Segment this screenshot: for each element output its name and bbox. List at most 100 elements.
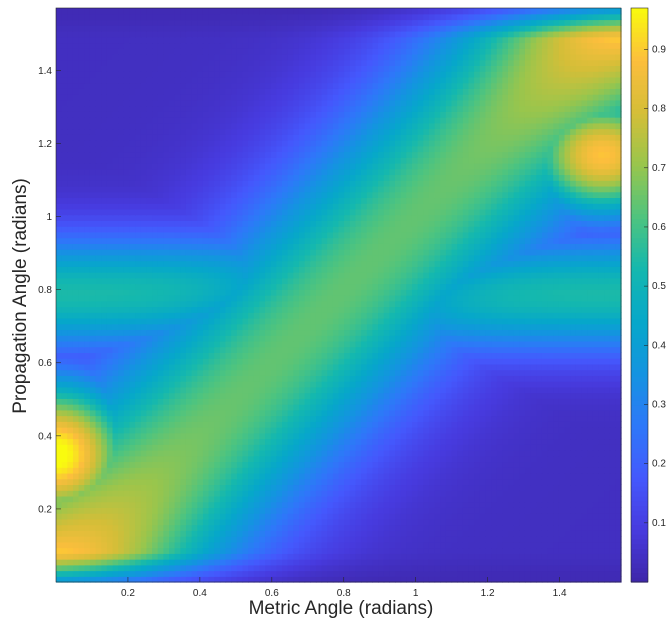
heatmap-cell (129, 472, 136, 480)
heatmap-cell (338, 300, 345, 308)
heatmap-cell (524, 427, 532, 434)
heatmap-cell (587, 530, 594, 537)
heatmap-cell (231, 323, 238, 331)
heatmap-cell (265, 472, 272, 480)
heatmap-cell (502, 507, 509, 514)
heatmap-cell (395, 564, 402, 572)
heatmap-cell (609, 432, 616, 440)
heatmap-cell (383, 472, 390, 480)
heatmap-cell (502, 461, 509, 468)
heatmap-cell (406, 541, 413, 549)
heatmap-cell (327, 490, 334, 497)
heatmap-cell (310, 346, 317, 353)
heatmap-cell (349, 518, 357, 526)
heatmap-cell (95, 427, 102, 434)
heatmap-cell (282, 541, 289, 549)
heatmap-cell (400, 398, 407, 405)
heatmap-cell (564, 352, 571, 359)
heatmap-cell (440, 375, 447, 382)
heatmap-cell (508, 432, 515, 440)
heatmap-cell (293, 363, 300, 371)
heatmap-cell (157, 467, 164, 474)
heatmap-cell (310, 415, 317, 422)
heatmap-cell (112, 404, 119, 411)
heatmap-cell (208, 461, 215, 468)
heatmap-cell (231, 300, 238, 308)
heatmap-cell (558, 438, 566, 445)
heatmap-cell (298, 541, 306, 549)
heatmap-cell (575, 541, 583, 549)
heatmap-cell (208, 432, 215, 440)
heatmap-cell (451, 449, 458, 457)
heatmap-cell (598, 375, 605, 382)
heatmap-cell (163, 312, 170, 319)
heatmap-cell (129, 335, 136, 342)
heatmap-cell (304, 559, 311, 566)
heatmap-cell (524, 386, 532, 394)
heatmap-cell (321, 421, 328, 428)
heatmap-cell (598, 295, 605, 302)
heatmap-cell (338, 335, 345, 342)
heatmap-cell (541, 340, 549, 348)
heatmap-cell (293, 329, 300, 336)
heatmap-cell (355, 421, 362, 428)
heatmap-cell (513, 576, 520, 583)
heatmap-cell (570, 346, 577, 353)
heatmap-cell (321, 369, 328, 376)
heatmap-cell (208, 524, 215, 531)
heatmap-cell (378, 513, 385, 520)
heatmap-cell (72, 295, 80, 302)
heatmap-cell (332, 404, 340, 411)
heatmap-cell (67, 564, 74, 572)
heatmap-cell (332, 576, 340, 583)
heatmap-cell (395, 317, 402, 325)
heatmap-cell (440, 398, 447, 405)
heatmap-cell (293, 576, 300, 583)
heatmap-cell (89, 576, 97, 583)
heatmap-cell (89, 507, 97, 514)
heatmap-cell (491, 484, 498, 491)
heatmap-cell (604, 570, 611, 577)
heatmap-cell (519, 300, 526, 308)
heatmap-cell (236, 363, 244, 371)
heatmap-cell (428, 530, 436, 537)
heatmap-cell (253, 415, 260, 422)
heatmap-cell (298, 306, 306, 313)
heatmap-cell (587, 306, 594, 313)
heatmap-cell (451, 415, 458, 422)
heatmap-cell (524, 329, 532, 336)
heatmap-cell (78, 358, 85, 365)
heatmap-cell (587, 541, 594, 549)
heatmap-cell (56, 312, 63, 319)
heatmap-cell (118, 427, 125, 434)
heatmap-cell (191, 438, 198, 445)
heatmap-cell (558, 553, 566, 560)
heatmap-cell (310, 541, 317, 549)
heatmap-cell (78, 518, 85, 526)
heatmap-cell (163, 317, 170, 325)
heatmap-cell (440, 541, 447, 549)
heatmap-cell (530, 346, 537, 353)
heatmap-cell (361, 317, 368, 325)
heatmap-cell (547, 404, 554, 411)
heatmap-cell (236, 547, 244, 554)
heatmap-cell (56, 472, 63, 480)
heatmap-cell (310, 547, 317, 554)
heatmap-cell (372, 346, 379, 353)
heatmap-cell (372, 427, 379, 434)
heatmap-cell (282, 415, 289, 422)
heatmap-cell (219, 404, 227, 411)
heatmap-cell (491, 300, 498, 308)
heatmap-cell (191, 484, 198, 491)
heatmap-cell (519, 415, 526, 422)
heatmap-cell (406, 576, 413, 583)
heatmap-cell (389, 524, 396, 531)
heatmap-cell (84, 386, 91, 394)
heatmap-cell (468, 524, 475, 531)
heatmap-cell (508, 524, 515, 531)
heatmap-cell (287, 530, 294, 537)
heatmap-cell (519, 490, 526, 497)
heatmap-cell (411, 467, 419, 474)
heatmap-cell (553, 363, 560, 371)
heatmap-cell (524, 495, 532, 503)
